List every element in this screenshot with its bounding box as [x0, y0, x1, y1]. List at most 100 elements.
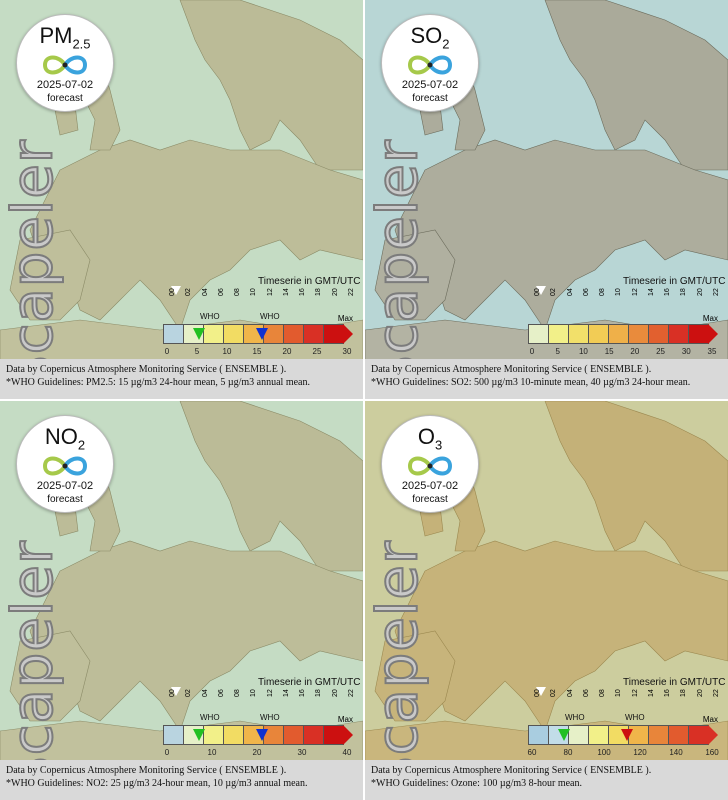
infinity-logo-icon: [407, 456, 453, 476]
who-threshold-arrow-icon: [558, 729, 570, 741]
color-scale-ticks: 0 5 10 15 20 25 30: [163, 347, 353, 359]
forecast-date: 2025-07-02: [401, 480, 459, 492]
color-scale-segment: [648, 725, 669, 745]
color-scale-tick: 25: [312, 347, 322, 356]
color-scale-segment: [303, 725, 324, 745]
timeseries-hour: 10: [615, 288, 623, 296]
color-scale-segment: [303, 324, 324, 344]
color-scale-segment: [223, 324, 244, 344]
forecast-label: forecast: [47, 93, 83, 104]
color-scale-tick: 0: [164, 748, 170, 757]
color-scale-tick: 30: [297, 748, 307, 757]
color-scale-segment: [203, 725, 224, 745]
timeseries-hour: 08: [234, 288, 241, 296]
color-scale-ticks: 0 5 10 15 20 25 30 35: [528, 347, 718, 359]
forecast-date: 2025-07-02: [401, 79, 459, 91]
pollutant-badge: SO2 2025-07-02 forecast: [381, 14, 479, 112]
color-scale-tick: 120: [633, 748, 647, 757]
infinity-logo-icon: [42, 55, 88, 75]
timeseries-hour: 16: [299, 689, 306, 697]
color-scale-max-label: Max: [337, 715, 353, 724]
timeseries-hour: 22: [347, 689, 355, 697]
color-scale-tick: 0: [164, 347, 170, 356]
color-scale-segment: [588, 324, 609, 344]
timeseries-hour: 02: [185, 288, 193, 296]
footer-who-guidelines: *WHO Guidelines: NO2: 25 µg/m3 24-hour m…: [6, 778, 308, 789]
timeseries-label: Timeserie in GMT/UTC: [623, 276, 726, 287]
pollutant-name: SO2: [410, 23, 450, 52]
pollutant-badge: PM2.5 2025-07-02 forecast: [16, 14, 114, 112]
color-scale-segment: [568, 725, 589, 745]
who-label: WHO: [565, 713, 585, 722]
timeseries-hour: 06: [582, 689, 590, 697]
color-scale-tick: 5: [194, 347, 200, 356]
timeseries-hour: 06: [217, 689, 225, 697]
color-scale-max-label: Max: [702, 715, 718, 724]
timeseries-label: Timeserie in GMT/UTC: [623, 677, 726, 688]
color-scale-segment: [548, 324, 569, 344]
color-scale-segment: [283, 725, 304, 745]
color-scale-max-arrow-icon: [708, 725, 718, 745]
timeseries-hour: 04: [566, 288, 574, 296]
timeseries-hour: 04: [201, 689, 209, 697]
color-scale-tick: 10: [207, 748, 217, 757]
color-scale-tick: 20: [630, 347, 640, 356]
who-threshold-arrow-icon: [256, 328, 268, 340]
color-scale-tick: 160: [705, 748, 719, 757]
timeseries-hour: 20: [331, 689, 339, 697]
color-scale-tick: 10: [578, 347, 588, 356]
color-scale-max-arrow-icon: [343, 725, 353, 745]
who-threshold-arrow-icon: [256, 729, 268, 741]
time-marker-icon: [536, 687, 546, 696]
timeseries-hour: 12: [266, 288, 274, 296]
color-scale-bar: Max: [528, 715, 718, 751]
timeseries-hour: 14: [647, 689, 655, 697]
color-scale-segment: [528, 324, 549, 344]
timeseries-hour: 06: [217, 288, 225, 296]
timeseries-hour: 16: [299, 288, 306, 296]
color-scale-segment: [323, 324, 344, 344]
color-scale-tick: 15: [252, 347, 262, 356]
timeseries-hour: 00: [169, 689, 176, 697]
color-scale-tick: 40: [342, 748, 352, 757]
color-scale-segment: [648, 324, 669, 344]
footer-source: Data by Copernicus Atmosphere Monitoring…: [371, 364, 652, 375]
timeseries-hour: 02: [550, 288, 558, 296]
color-scale-segment: [223, 725, 244, 745]
who-label: WHO: [260, 312, 280, 321]
timeseries-hour: 02: [185, 689, 193, 697]
timeseries-hour: 12: [631, 288, 639, 296]
brand-watermark: Scapeler: [365, 138, 432, 392]
color-scale-tick: 10: [222, 347, 232, 356]
timeseries-hour: 04: [201, 288, 209, 296]
footer-source: Data by Copernicus Atmosphere Monitoring…: [371, 765, 652, 776]
panel-footer: Data by Copernicus Atmosphere Monitoring…: [365, 760, 728, 800]
forecast-label: forecast: [412, 93, 448, 104]
panel-footer: Data by Copernicus Atmosphere Monitoring…: [0, 359, 363, 399]
color-scale-segment: [588, 725, 609, 745]
color-scale-tick: 30: [342, 347, 352, 356]
footer-source: Data by Copernicus Atmosphere Monitoring…: [6, 765, 287, 776]
forecast-label: forecast: [412, 494, 448, 505]
time-marker-icon: [536, 286, 546, 295]
color-scale-segment: [608, 324, 629, 344]
timeseries-hour: 08: [599, 689, 606, 697]
color-scale-bar: Max: [163, 715, 353, 751]
color-scale-segment: [688, 324, 709, 344]
timeseries-hour: 00: [169, 288, 176, 296]
timeseries-hour: 10: [615, 689, 623, 697]
timeseries-hour: 14: [282, 288, 290, 296]
brand-watermark: Scapeler: [0, 539, 67, 793]
who-label: WHO: [200, 713, 220, 722]
timeseries-hour: 18: [315, 288, 323, 296]
color-scale-tick: 35: [707, 347, 717, 356]
timeseries-hour: 08: [599, 288, 606, 296]
footer-who-guidelines: *WHO Guidelines: Ozone: 100 µg/m3 8-hour…: [371, 778, 582, 789]
infinity-logo-icon: [42, 456, 88, 476]
footer-who-guidelines: *WHO Guidelines: SO2: 500 µg/m3 10-minut…: [371, 377, 691, 388]
who-label-row: WHO WHO: [535, 713, 725, 723]
color-scale-max-label: Max: [702, 314, 718, 323]
forecast-date: 2025-07-02: [36, 79, 94, 91]
color-scale-max-arrow-icon: [343, 324, 353, 344]
who-label-row: [535, 312, 725, 322]
